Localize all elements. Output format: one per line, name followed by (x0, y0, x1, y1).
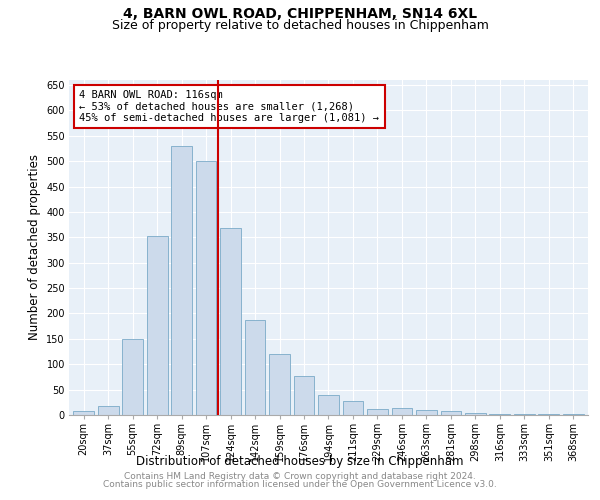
Bar (563, 414, 584, 415)
Bar (147, 236, 167, 415)
Bar (367, 409, 388, 415)
Bar (465, 414, 486, 415)
Bar (343, 401, 364, 415)
Bar (392, 408, 412, 415)
Bar (122, 339, 143, 415)
Bar (171, 146, 192, 415)
Bar (538, 414, 559, 415)
Bar (196, 161, 217, 415)
Bar (416, 410, 437, 415)
Bar (440, 412, 461, 415)
Text: Size of property relative to detached houses in Chippenham: Size of property relative to detached ho… (112, 18, 488, 32)
Bar (490, 414, 510, 415)
Text: 4, BARN OWL ROAD, CHIPPENHAM, SN14 6XL: 4, BARN OWL ROAD, CHIPPENHAM, SN14 6XL (123, 8, 477, 22)
Bar (514, 414, 535, 415)
Text: Contains public sector information licensed under the Open Government Licence v3: Contains public sector information licen… (103, 480, 497, 489)
Bar (318, 394, 339, 415)
Y-axis label: Number of detached properties: Number of detached properties (28, 154, 41, 340)
Text: Contains HM Land Registry data © Crown copyright and database right 2024.: Contains HM Land Registry data © Crown c… (124, 472, 476, 481)
Bar (73, 411, 94, 415)
Bar (245, 320, 265, 415)
Text: Distribution of detached houses by size in Chippenham: Distribution of detached houses by size … (136, 455, 464, 468)
Text: 4 BARN OWL ROAD: 116sqm
← 53% of detached houses are smaller (1,268)
45% of semi: 4 BARN OWL ROAD: 116sqm ← 53% of detache… (79, 90, 379, 123)
Bar (220, 228, 241, 415)
Bar (269, 354, 290, 415)
Bar (293, 376, 314, 415)
Bar (98, 406, 119, 415)
